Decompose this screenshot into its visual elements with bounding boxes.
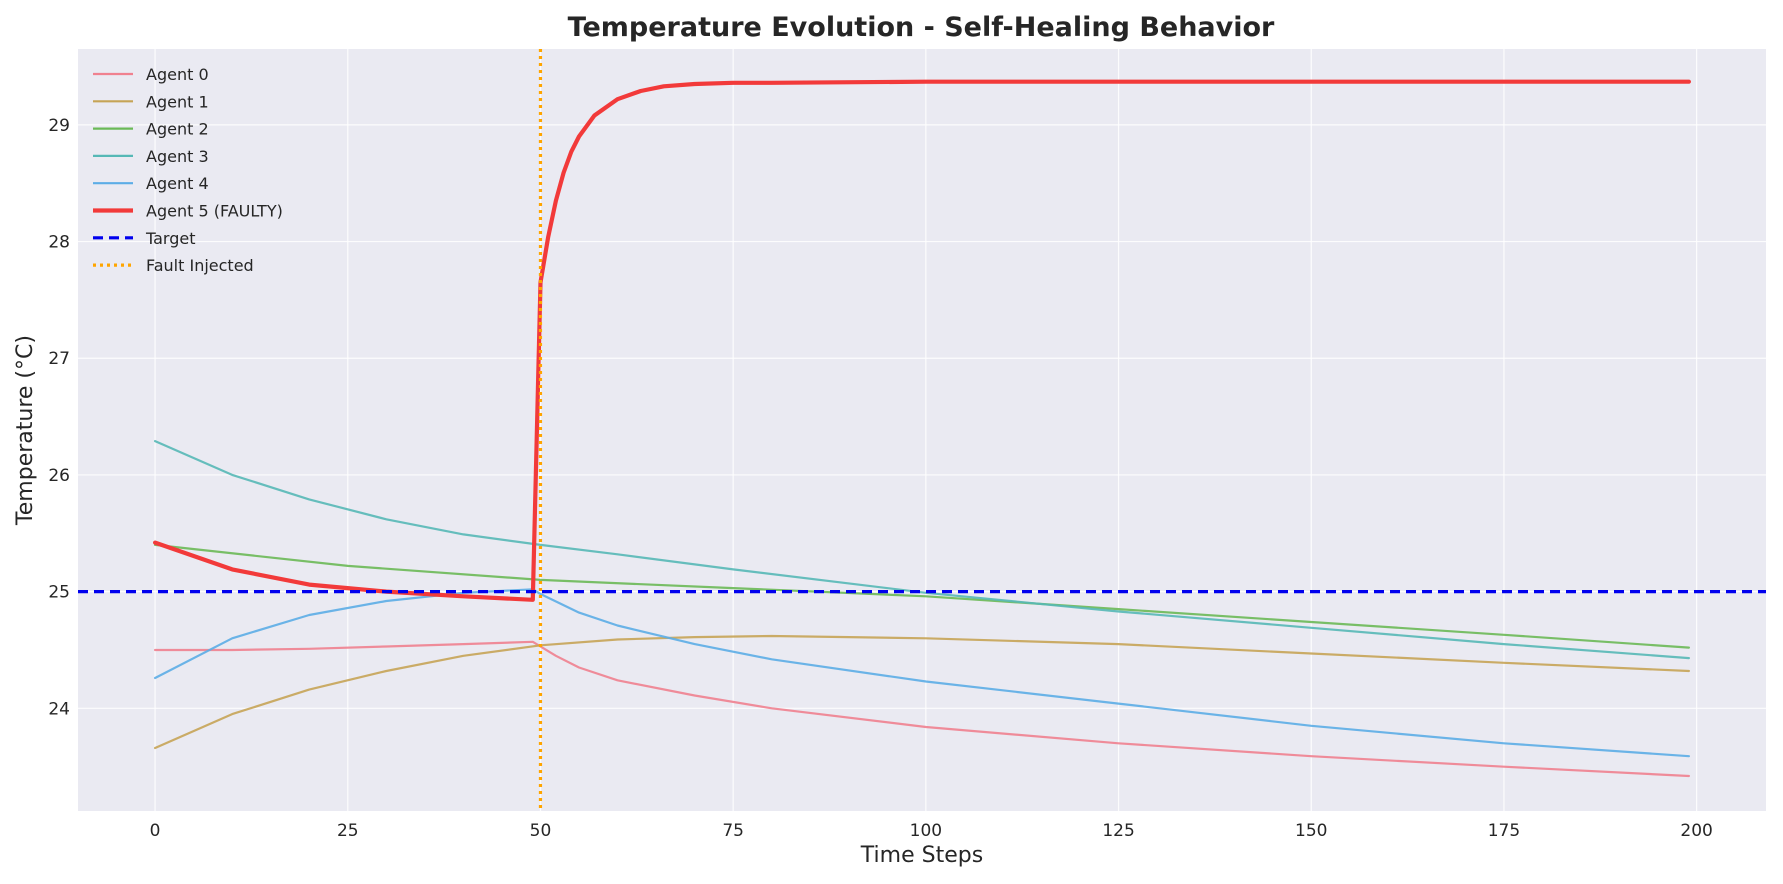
- y-tick-label: 26: [48, 466, 70, 486]
- legend-label-agent-5-faulty: Agent 5 (FAULTY): [146, 202, 283, 221]
- series-line-agent-4: [154, 588, 1690, 758]
- legend-label-fault-injected: Fault Injected: [146, 256, 254, 275]
- legend-label-agent-3: Agent 3: [146, 147, 209, 166]
- series-layer: [153, 79, 1691, 778]
- y-axis-ticks: 24 25 26 27 28 29: [48, 116, 70, 719]
- x-tick-label: 25: [337, 821, 359, 841]
- series-line-agent-2: [154, 543, 1690, 649]
- series-line-agent-0: [154, 640, 1690, 778]
- y-axis-label: Temperature (°C): [13, 335, 38, 526]
- x-tick-label: 100: [910, 821, 942, 841]
- y-tick-label: 25: [48, 583, 70, 603]
- series-line-agent-3: [154, 440, 1690, 660]
- legend-label-agent-2: Agent 2: [146, 120, 209, 139]
- x-tick-label: 50: [530, 821, 552, 841]
- x-tick-label: 75: [722, 821, 744, 841]
- legend: Agent 0 Agent 1 Agent 2 Agent 3 Agent 4 Agent…: [93, 65, 283, 275]
- x-axis-label: Time Steps: [860, 843, 983, 868]
- x-tick-label: 175: [1488, 821, 1520, 841]
- legend-label-target: Target: [145, 229, 196, 248]
- legend-label-agent-1: Agent 1: [146, 92, 209, 111]
- x-tick-label: 150: [1295, 821, 1327, 841]
- x-tick-label: 125: [1102, 821, 1134, 841]
- x-axis-ticks: 0 25 50 75 100 125 150 175 200: [150, 821, 1713, 841]
- y-tick-label: 29: [48, 116, 70, 136]
- x-tick-label: 200: [1680, 821, 1712, 841]
- y-tick-label: 24: [48, 699, 70, 719]
- x-tick-label: 0: [150, 821, 161, 841]
- chart-title: Temperature Evolution - Self-Healing Beh…: [568, 12, 1275, 43]
- legend-label-agent-0: Agent 0: [146, 65, 209, 84]
- series-line-agent-5-faulty: [153, 79, 1691, 602]
- legend-label-agent-4: Agent 4: [146, 174, 209, 193]
- reference-lines: [78, 49, 1766, 811]
- y-tick-label: 28: [48, 233, 70, 253]
- y-tick-label: 27: [48, 349, 70, 369]
- plot-area: [78, 49, 1766, 811]
- series-line-agent-1: [154, 634, 1690, 750]
